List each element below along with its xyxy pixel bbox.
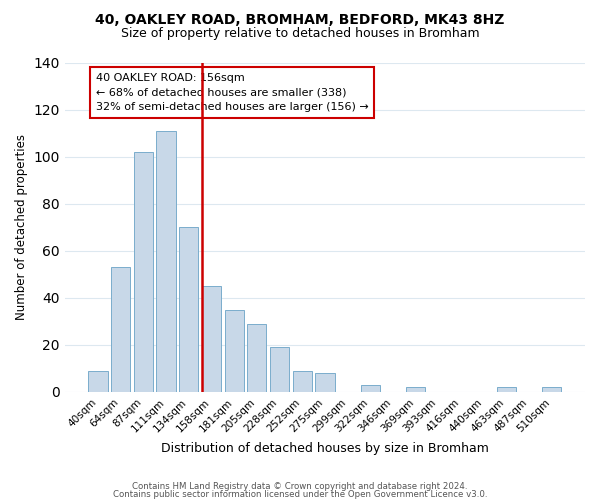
- Bar: [497, 387, 516, 392]
- Bar: [270, 348, 289, 392]
- Text: 40, OAKLEY ROAD, BROMHAM, BEDFORD, MK43 8HZ: 40, OAKLEY ROAD, BROMHAM, BEDFORD, MK43 …: [95, 12, 505, 26]
- Text: Size of property relative to detached houses in Bromham: Size of property relative to detached ho…: [121, 28, 479, 40]
- Text: Contains public sector information licensed under the Open Government Licence v3: Contains public sector information licen…: [113, 490, 487, 499]
- Y-axis label: Number of detached properties: Number of detached properties: [15, 134, 28, 320]
- X-axis label: Distribution of detached houses by size in Bromham: Distribution of detached houses by size …: [161, 442, 489, 455]
- Bar: [247, 324, 266, 392]
- Bar: [542, 387, 562, 392]
- Bar: [179, 228, 199, 392]
- Text: Contains HM Land Registry data © Crown copyright and database right 2024.: Contains HM Land Registry data © Crown c…: [132, 482, 468, 491]
- Bar: [406, 387, 425, 392]
- Bar: [88, 371, 108, 392]
- Bar: [111, 268, 130, 392]
- Bar: [202, 286, 221, 392]
- Text: 40 OAKLEY ROAD: 156sqm
← 68% of detached houses are smaller (338)
32% of semi-de: 40 OAKLEY ROAD: 156sqm ← 68% of detached…: [96, 73, 369, 112]
- Bar: [315, 373, 335, 392]
- Bar: [224, 310, 244, 392]
- Bar: [293, 371, 312, 392]
- Bar: [157, 131, 176, 392]
- Bar: [361, 385, 380, 392]
- Bar: [134, 152, 153, 392]
